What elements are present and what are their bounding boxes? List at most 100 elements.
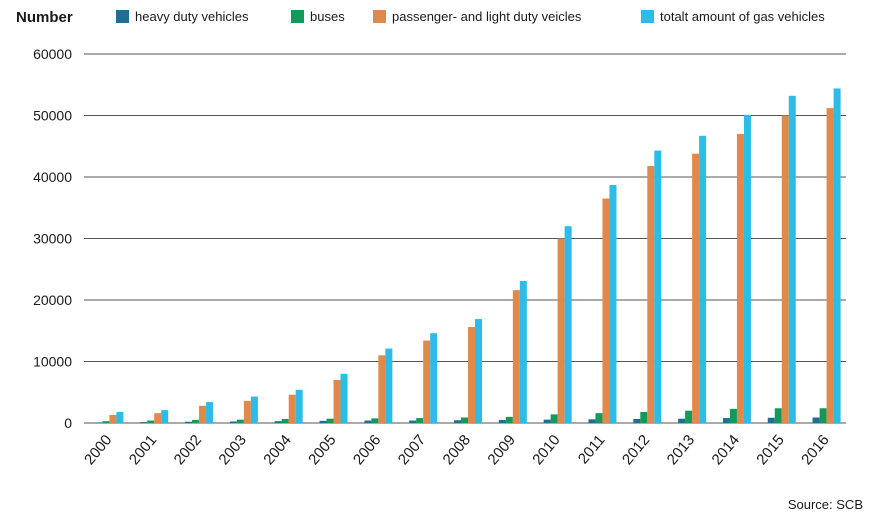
- y-tick-label: 20000: [33, 292, 72, 308]
- bar-totalt-2010: [564, 226, 572, 423]
- x-tick-label: 2003: [215, 432, 249, 468]
- legend-label: buses: [310, 9, 345, 24]
- x-tick-label: 2001: [126, 432, 160, 468]
- bar-buses-2014: [729, 408, 737, 423]
- bar-heavy-2016: [812, 417, 820, 423]
- bar-buses-2016: [819, 408, 827, 423]
- bar-passenger-2005: [333, 379, 341, 423]
- bar-passenger-2012: [647, 165, 655, 423]
- bar-buses-2008: [461, 417, 468, 423]
- bar-totalt-2014: [743, 114, 751, 423]
- bars: [95, 88, 841, 424]
- legend: heavy duty vehicles buses passenger- and l…: [116, 9, 825, 24]
- bar-passenger-2011: [602, 198, 610, 423]
- x-tick-label: 2010: [529, 432, 563, 468]
- bar-totalt-2000: [116, 411, 124, 423]
- bar-totalt-2003: [250, 396, 258, 423]
- y-tick-label: 0: [64, 415, 72, 431]
- bar-heavy-2001: [140, 422, 148, 423]
- bar-heavy-2008: [454, 420, 461, 423]
- bar-heavy-2012: [633, 419, 641, 423]
- legend-label: totalt amount of gas vehicles: [660, 9, 825, 24]
- bar-heavy-2007: [409, 420, 417, 423]
- bar-totalt-2006: [385, 348, 393, 423]
- bar-buses-2009: [505, 416, 513, 423]
- y-axis-label: Number: [16, 9, 73, 26]
- bar-passenger-2009: [512, 290, 520, 423]
- bar-buses-2015: [774, 408, 782, 423]
- legend-swatch: [291, 10, 304, 23]
- x-tick-label: 2004: [260, 432, 294, 468]
- bar-buses-2005: [326, 418, 334, 423]
- y-tick-label: 60000: [33, 46, 72, 62]
- bar-heavy-2014: [722, 418, 730, 423]
- x-tick-label: 2006: [350, 432, 384, 468]
- bar-passenger-2014: [736, 133, 744, 423]
- bar-passenger-2016: [826, 108, 834, 424]
- bar-totalt-2011: [609, 184, 617, 423]
- x-tick-label: 2012: [619, 432, 653, 468]
- x-tick-label: 2002: [171, 432, 205, 468]
- bar-passenger-2007: [423, 340, 431, 423]
- bar-buses-2000: [102, 421, 110, 423]
- bar-passenger-2004: [288, 394, 296, 423]
- bar-heavy-2003: [229, 421, 237, 423]
- bar-buses-2006: [371, 418, 379, 423]
- bar-passenger-2010: [557, 238, 565, 423]
- bar-buses-2007: [416, 418, 424, 423]
- gridlines: [84, 53, 846, 424]
- x-tick-label: 2011: [575, 432, 609, 468]
- bar-passenger-2003: [243, 400, 251, 423]
- x-axis-ticks: 2000 2001 2002 2003 2004 2005 2006 2007 2008 2009…: [81, 432, 833, 468]
- x-tick-label: 2015: [753, 432, 787, 468]
- legend-label: passenger- and light duty veicles: [392, 9, 582, 24]
- bar-buses-2002: [192, 419, 200, 423]
- bar-totalt-2002: [206, 402, 214, 423]
- legend-swatch: [641, 10, 654, 23]
- x-tick-label: 2008: [440, 432, 474, 468]
- bar-totalt-2008: [475, 319, 482, 423]
- bar-heavy-2009: [498, 419, 506, 423]
- y-tick-label: 10000: [33, 354, 72, 370]
- bar-buses-2004: [281, 419, 289, 423]
- legend-swatch: [373, 10, 386, 23]
- bar-heavy-2004: [274, 421, 282, 423]
- bar-totalt-2007: [430, 333, 438, 423]
- bar-buses-2003: [236, 419, 244, 423]
- bar-buses-2013: [685, 410, 693, 423]
- bar-totalt-2009: [519, 280, 527, 423]
- bar-heavy-2002: [185, 421, 193, 423]
- bar-passenger-2013: [692, 153, 700, 423]
- bar-totalt-2005: [340, 373, 348, 423]
- bar-buses-2001: [147, 420, 155, 423]
- y-tick-label: 50000: [33, 108, 72, 124]
- x-tick-label: 2013: [664, 432, 698, 468]
- bar-heavy-2005: [319, 420, 327, 423]
- source-note: Source: SCB: [788, 497, 863, 512]
- bar-heavy-2011: [588, 419, 596, 423]
- legend-label: heavy duty vehicles: [135, 9, 249, 24]
- bar-buses-2011: [595, 413, 603, 423]
- bar-heavy-2010: [543, 419, 551, 423]
- bar-passenger-2000: [109, 415, 117, 423]
- bar-passenger-2002: [199, 405, 207, 423]
- y-tick-label: 40000: [33, 169, 72, 185]
- bar-totalt-2013: [699, 135, 707, 424]
- bar-buses-2012: [640, 411, 648, 423]
- bar-totalt-2016: [833, 88, 841, 423]
- y-axis-ticks: 0 10000 20000 30000 40000 50000 60000: [33, 46, 72, 431]
- bar-passenger-2015: [781, 115, 789, 423]
- bar-totalt-2015: [788, 95, 796, 423]
- x-tick-label: 2016: [798, 432, 832, 468]
- bar-buses-2010: [550, 414, 558, 423]
- y-tick-label: 30000: [33, 231, 72, 247]
- x-tick-label: 2014: [709, 432, 743, 468]
- bar-heavy-2000: [95, 422, 103, 423]
- x-tick-label: 2000: [81, 432, 115, 468]
- bar-heavy-2006: [364, 420, 372, 423]
- bar-passenger-2006: [378, 355, 386, 423]
- x-tick-label: 2005: [305, 432, 339, 468]
- bar-passenger-2008: [468, 327, 475, 423]
- bar-totalt-2012: [654, 150, 662, 423]
